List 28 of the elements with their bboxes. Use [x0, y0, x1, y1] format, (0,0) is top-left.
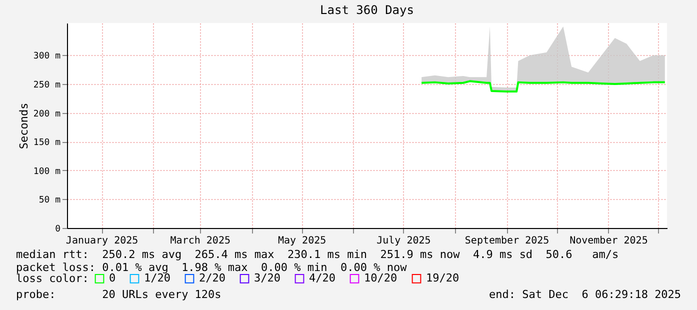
y-tick-label: 0	[55, 224, 60, 234]
legend-label: 19/20	[426, 272, 460, 285]
legend-label: 3/20	[254, 272, 280, 285]
y-tick-label: 150 m	[33, 138, 60, 148]
y-tick-label: 300 m	[33, 52, 60, 62]
x-tick-label: November 2025	[570, 236, 648, 246]
legend-label: 10/20	[364, 272, 398, 285]
text: median rtt: 250.2 ms avg 265.4 ms max 230.1 ms min 251.9 ms now 4.9 ms sd 50.6 am/s	[16, 248, 619, 261]
y-tick-label: 100 m	[33, 166, 60, 177]
legend-label: 0	[109, 272, 116, 285]
y-tick-label: 50 m	[38, 196, 60, 206]
y-tick-label: 250 m	[33, 80, 60, 91]
x-tick-label: January 2025	[66, 236, 138, 246]
y-axis-title: Seconds	[17, 102, 30, 150]
text: end: Sat Dec 6 06:29:18 2025	[489, 288, 682, 301]
y-tick-label: 200 m	[33, 109, 60, 120]
x-tick-label: July 2025	[376, 236, 431, 246]
text: packet loss: 0.01 % avg 1.98 % max 0.00 % min 0.00 % now	[16, 261, 407, 274]
legend-label: 1/20	[144, 272, 170, 285]
legend-label: 2/20	[199, 272, 226, 285]
legend-label: 4/20	[309, 272, 336, 285]
x-tick-label: May 2025	[278, 236, 326, 246]
chart-title: Last 360 Days	[320, 3, 414, 17]
x-tick-label: March 2025	[170, 236, 230, 246]
text: probe: 20 URLs every 120s	[16, 288, 222, 301]
legend-title: loss color:	[16, 272, 89, 285]
line-series	[420, 80, 666, 93]
x-tick-label: September 2025	[464, 236, 550, 246]
